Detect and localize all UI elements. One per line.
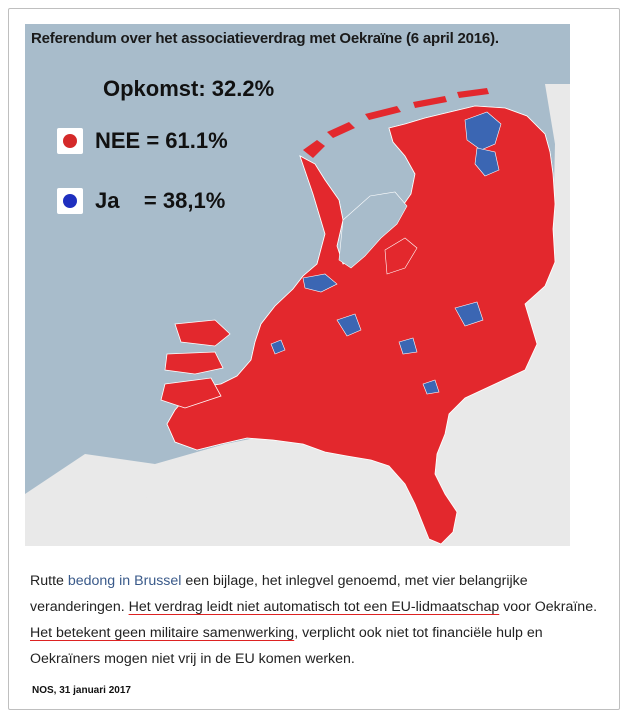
ijsselmeer-lake [338, 191, 408, 269]
neighbouring-land [125, 84, 570, 546]
wadden-island [413, 96, 447, 108]
turnout-label: Opkomst: 32.2% [103, 76, 275, 101]
zeeland-island [174, 319, 231, 347]
wadden-island [457, 88, 489, 98]
legend-swatch-no [57, 128, 83, 154]
legend-item-yes: Ja = 38,1% [57, 188, 225, 214]
legend-label-no: NEE = 61.1% [95, 128, 228, 153]
source-credit: NOS, 31 januari 2017 [32, 685, 131, 696]
legend-item-no: NEE = 61.1% [57, 128, 228, 154]
wadden-island [303, 140, 325, 158]
caption-text: Rutte [30, 573, 68, 589]
zeeland-island [160, 377, 222, 409]
flevoland [384, 237, 418, 275]
blue-dot-icon [63, 194, 77, 208]
netherlands-map-graphic [25, 24, 570, 546]
wadden-island [365, 106, 401, 120]
legend-swatch-yes [57, 188, 83, 214]
caption-text: voor Oekraïne. [499, 599, 598, 615]
caption-text: een bijlage, het inlegvel genoemd, met v… [30, 573, 528, 615]
belgium-coast [25, 454, 155, 546]
caption-underlined-text: Het verdrag leidt niet automatisch tot e… [128, 599, 500, 615]
referendum-map: Referendum over het associatieverdrag me… [25, 24, 570, 546]
wadden-island [327, 122, 355, 138]
caption-text: , verplicht ook niet tot financiële hulp… [30, 625, 543, 667]
caption-link[interactable]: bedong in Brussel [67, 573, 182, 589]
map-title: Referendum over het associatieverdrag me… [31, 30, 499, 47]
yes-municipalities [270, 111, 502, 395]
legend-label-yes: Ja = 38,1% [95, 188, 226, 213]
zeeland-island [164, 351, 224, 375]
article-caption: Rutte bedong in Brussel een bijlage, het… [30, 568, 615, 672]
caption-underlined-text: Het betekent geen militaire samenwerking [30, 625, 295, 641]
red-dot-icon [63, 134, 77, 148]
